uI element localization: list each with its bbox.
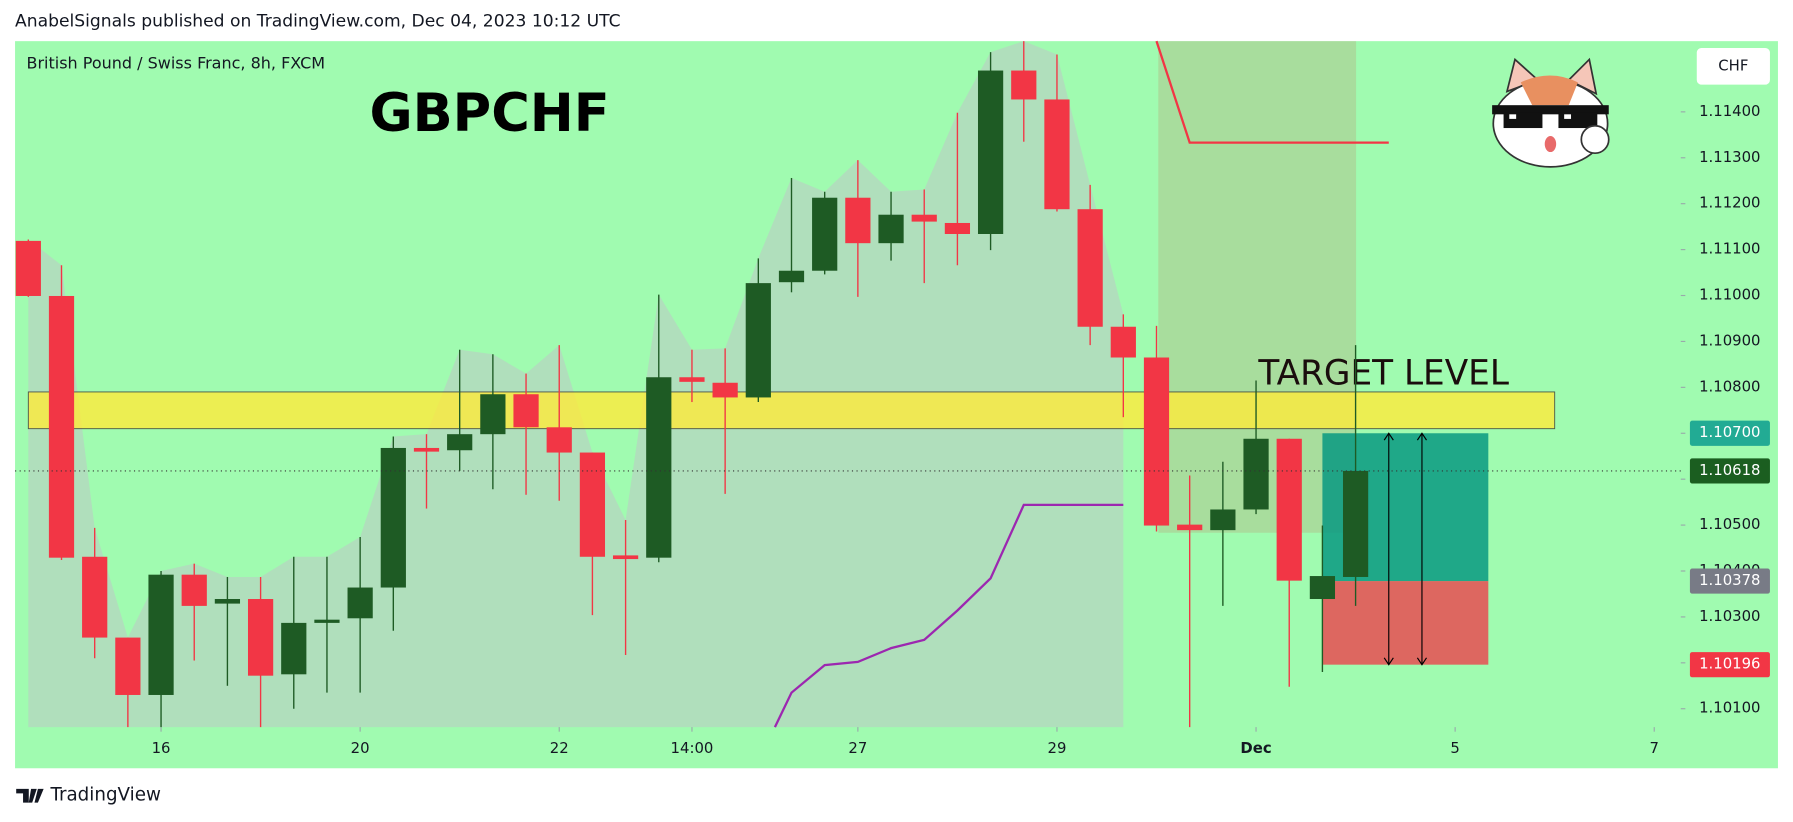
currency-box[interactable]: [1696, 48, 1770, 85]
candle-body: [745, 283, 771, 398]
arrow-head: [1416, 432, 1428, 441]
indicator-line: [1155, 40, 1389, 144]
chart-subtitle: British Pound / Swiss Franc, 8h, FXCM: [26, 54, 325, 73]
x-tick-label: 14:00: [671, 739, 714, 757]
candle-body: [1276, 438, 1302, 581]
y-tick-label: 1.10900: [1699, 331, 1760, 349]
candle-body: [380, 447, 406, 588]
y-tick-label: 1.10800: [1699, 377, 1760, 395]
candle-body: [314, 619, 340, 623]
candle-body: [115, 637, 141, 695]
publish-header: AnabelSignals published on TradingView.c…: [15, 12, 621, 32]
candle-body: [513, 394, 539, 428]
candle-body: [1077, 209, 1103, 327]
candle-body: [413, 447, 440, 452]
candle-body: [1210, 509, 1236, 531]
position-loss: [1322, 581, 1489, 665]
zone-label: TARGET LEVEL: [1257, 353, 1509, 393]
candle-body: [612, 555, 639, 560]
candle-body: [247, 599, 274, 676]
candle-body: [48, 295, 75, 558]
candle-body: [845, 197, 871, 244]
price-tag: [1689, 568, 1770, 594]
arrow-head: [1383, 657, 1394, 666]
y-tick-label: 1.11100: [1699, 240, 1760, 258]
candle-body: [646, 377, 672, 558]
candle-body: [214, 599, 241, 604]
price-tag-label: 1.10700: [1699, 423, 1760, 441]
candle-body: [679, 377, 705, 382]
candle-body: [447, 434, 473, 451]
candle-body: [911, 214, 937, 222]
x-tick-label: 7: [1649, 739, 1658, 757]
price-tag: [1689, 652, 1770, 678]
candle-body: [181, 574, 207, 606]
currency-label[interactable]: CHF: [1718, 56, 1748, 74]
candle-body: [347, 587, 373, 619]
y-tick-label: 1.10100: [1699, 699, 1760, 717]
cat-sticker: [1492, 57, 1610, 168]
x-tick-label: 5: [1450, 739, 1459, 757]
indicator-line: [773, 503, 1124, 728]
y-tick-label: 1.10500: [1699, 515, 1760, 533]
candle-body: [546, 427, 572, 453]
x-tick-label: 20: [351, 739, 370, 757]
arrow-head: [1416, 657, 1428, 666]
candle-body: [712, 382, 738, 398]
y-tick-label: 1.11000: [1699, 286, 1760, 304]
price-tag-label: 1.10196: [1699, 655, 1760, 673]
candle-body: [1243, 438, 1269, 510]
candle-body: [579, 452, 606, 557]
y-tick-label: 1.11400: [1699, 102, 1760, 120]
x-tick-label: 22: [550, 739, 569, 757]
x-tick-label: 27: [848, 739, 867, 757]
candle-body: [1110, 326, 1136, 358]
x-tick-label: Dec: [1240, 739, 1271, 757]
price-tag-label: 1.10378: [1699, 571, 1760, 589]
candle-body: [1011, 70, 1037, 100]
candle-body: [878, 214, 904, 244]
y-tick-label: 1.11200: [1699, 194, 1760, 212]
price-tag-label: 1.10618: [1699, 461, 1760, 479]
price-tag: [1689, 420, 1770, 446]
candle-body: [1342, 470, 1369, 577]
candle-body: [1177, 524, 1203, 531]
x-tick-label: 29: [1047, 739, 1066, 757]
chart-title: GBPCHF: [369, 83, 609, 144]
candle-body: [82, 556, 108, 638]
candle-body: [1143, 357, 1170, 526]
candle-body: [480, 394, 506, 435]
candle-body: [944, 222, 971, 234]
candle-body: [148, 574, 174, 695]
brand-logo: [16, 788, 44, 803]
candle-body: [812, 197, 838, 271]
arrow-head: [1383, 432, 1394, 441]
candle-body: [281, 622, 307, 675]
candle-body: [778, 270, 805, 283]
y-tick-label: 1.10300: [1699, 607, 1760, 625]
target-zone: [27, 391, 1556, 430]
candle-body: [1044, 99, 1070, 210]
candle-body: [1309, 576, 1336, 600]
brand-name: TradingView: [49, 785, 161, 806]
x-tick-label: 16: [152, 739, 171, 757]
plot-layer: TARGET LEVEL: [15, 40, 1686, 732]
candle-body: [15, 240, 41, 296]
candle-body: [977, 70, 1004, 234]
y-tick-label: 1.11300: [1699, 148, 1760, 166]
price-tag: [1689, 458, 1770, 484]
